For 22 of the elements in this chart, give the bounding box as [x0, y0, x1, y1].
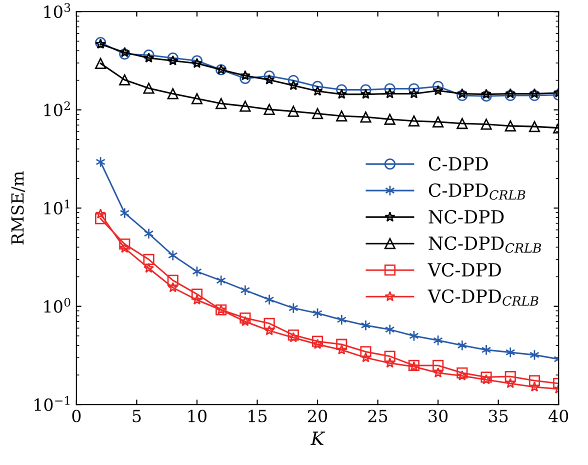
x-tick-label: 5	[132, 410, 141, 422]
x-tick-label: 30	[428, 410, 448, 422]
x-tick-label: 40	[548, 410, 568, 422]
legend-label: C-DPD$_{CRLB}$	[428, 183, 526, 200]
legend-label: NC-DPD$_{CRLB}$	[428, 236, 542, 253]
y-axis-title: RMSE/m	[11, 171, 26, 244]
legend-label: C-DPD	[428, 156, 488, 171]
y-tick-label: 10$^{−1}$	[34, 396, 70, 411]
y-tick-label: 10$^{0}$	[44, 298, 70, 313]
x-axis-title: K	[310, 432, 326, 445]
legend-label: NC-DPD	[428, 210, 504, 224]
y-tick-label: 10$^{1}$	[44, 200, 70, 215]
legend-label: VC-DPD$_{CRLB}$	[428, 289, 538, 306]
legend-label: VC-DPD	[428, 263, 501, 277]
x-tick-label: 15	[248, 410, 267, 422]
y-tick-label: 10$^{3}$	[44, 3, 70, 18]
x-tick-label: 20	[308, 410, 328, 422]
x-tick-label: 0	[72, 410, 81, 422]
x-tick-label: 25	[368, 410, 388, 422]
x-tick-label: 10	[188, 410, 206, 422]
y-tick-label: 10$^{2}$	[44, 101, 70, 116]
x-tick-label: 35	[488, 410, 508, 422]
